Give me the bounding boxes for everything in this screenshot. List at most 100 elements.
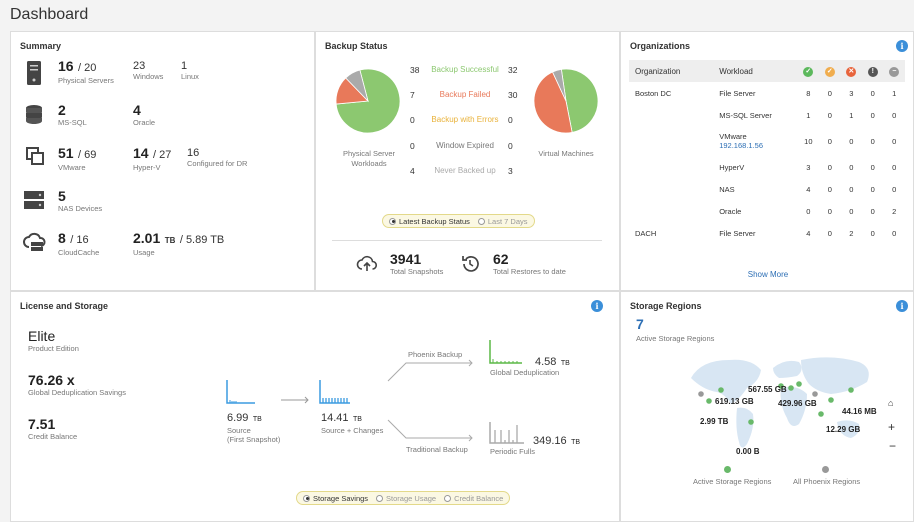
table-row[interactable]: DACH File Server 4 0 2 0 0 bbox=[629, 222, 905, 244]
table-row[interactable]: Boston DC File Server 8 0 3 0 1 bbox=[629, 82, 905, 104]
status-count[interactable]: 0 bbox=[827, 206, 832, 216]
pie-slice[interactable] bbox=[551, 68, 567, 102]
region-marker[interactable] bbox=[748, 419, 754, 425]
region-marker[interactable] bbox=[788, 385, 794, 391]
status-right-count: 32 bbox=[508, 65, 518, 75]
status-right-count: 0 bbox=[508, 141, 513, 151]
latest-backup-status-radio[interactable]: Latest Backup Status bbox=[389, 217, 470, 226]
virtual-machines-pie[interactable] bbox=[533, 68, 599, 134]
status-count[interactable]: 1 bbox=[892, 88, 897, 98]
org-name[interactable]: DACH bbox=[635, 228, 657, 238]
server-icon bbox=[27, 61, 41, 85]
status-count[interactable]: 0 bbox=[870, 228, 875, 238]
status-count[interactable]: 0 bbox=[870, 88, 875, 98]
org-name[interactable]: Boston DC bbox=[635, 88, 672, 98]
region-marker[interactable] bbox=[718, 387, 724, 393]
status-count[interactable]: 0 bbox=[806, 206, 811, 216]
summary-title: Summary bbox=[20, 41, 62, 51]
status-count[interactable]: 1 bbox=[806, 110, 811, 120]
status-count[interactable]: 0 bbox=[892, 184, 897, 194]
status-count[interactable]: 4 bbox=[806, 184, 811, 194]
workload-ip-link[interactable]: 192.168.1.56 bbox=[719, 141, 763, 150]
status-count[interactable]: 0 bbox=[827, 228, 832, 238]
region-marker[interactable] bbox=[848, 387, 854, 393]
all-regions-legend: All Phoenix Regions bbox=[793, 477, 861, 486]
status-count[interactable]: 0 bbox=[870, 136, 875, 146]
credit-balance-radio[interactable]: Credit Balance bbox=[444, 494, 503, 503]
periodic-fulls-label: Periodic Fulls bbox=[490, 447, 536, 456]
physical-server-pie-label: Physical Server Workloads bbox=[342, 149, 396, 168]
status-count[interactable]: 0 bbox=[870, 184, 875, 194]
status-count[interactable]: 0 bbox=[849, 184, 854, 194]
status-count[interactable]: 0 bbox=[849, 206, 854, 216]
region-marker[interactable] bbox=[818, 411, 824, 417]
status-count[interactable]: 0 bbox=[849, 162, 854, 172]
status-count[interactable]: 2 bbox=[849, 228, 854, 238]
status-count[interactable]: 1 bbox=[849, 110, 854, 120]
status-count[interactable]: 0 bbox=[892, 110, 897, 120]
workload-cell: VMware 192.168.1.56 bbox=[719, 126, 797, 156]
status-count[interactable]: 8 bbox=[806, 88, 811, 98]
status-count[interactable]: 0 bbox=[870, 206, 875, 216]
region-marker[interactable] bbox=[706, 398, 712, 404]
success-status-icon: ✓ bbox=[803, 66, 814, 77]
org-name[interactable] bbox=[629, 200, 719, 222]
org-name[interactable] bbox=[629, 126, 719, 156]
pie-slice[interactable] bbox=[560, 68, 599, 133]
status-count[interactable]: 0 bbox=[870, 110, 875, 120]
org-name[interactable] bbox=[629, 104, 719, 126]
map-home-icon[interactable]: ⌂ bbox=[888, 398, 894, 408]
storage-savings-radio[interactable]: Storage Savings bbox=[303, 494, 368, 503]
region-marker[interactable] bbox=[778, 383, 784, 389]
global-dedup-value: 4.58 TB bbox=[535, 356, 570, 368]
status-count[interactable]: 0 bbox=[849, 136, 854, 146]
periodic-fulls-value: 349.16 TB bbox=[533, 435, 581, 447]
history-icon bbox=[462, 256, 479, 272]
region-marker[interactable] bbox=[796, 381, 802, 387]
org-name[interactable] bbox=[629, 156, 719, 178]
total-restores-stat: 62 Total Restores to date bbox=[493, 251, 566, 276]
show-more-link[interactable]: Show More bbox=[747, 270, 789, 279]
status-count[interactable]: 0 bbox=[892, 162, 897, 172]
status-count[interactable]: 2 bbox=[892, 206, 897, 216]
status-count[interactable]: 3 bbox=[806, 162, 811, 172]
status-count[interactable]: 4 bbox=[806, 228, 811, 238]
table-row[interactable]: Oracle 0 0 0 0 2 bbox=[629, 200, 905, 222]
region-size-label: 12.29 GB bbox=[826, 425, 861, 434]
status-count[interactable]: 0 bbox=[892, 136, 897, 146]
table-row[interactable]: HyperV 3 0 0 0 0 bbox=[629, 156, 905, 178]
region-marker[interactable] bbox=[812, 391, 818, 397]
world-map[interactable] bbox=[681, 348, 881, 460]
region-marker[interactable] bbox=[698, 391, 704, 397]
status-label: Backup with Errors bbox=[431, 115, 499, 124]
workload-cell: HyperV bbox=[719, 162, 745, 172]
map-zoom-out-icon[interactable]: − bbox=[889, 439, 897, 453]
storage-usage-radio[interactable]: Storage Usage bbox=[376, 494, 436, 503]
status-count[interactable]: 0 bbox=[827, 184, 832, 194]
table-row[interactable]: VMware 192.168.1.56 10 0 0 0 0 bbox=[629, 126, 905, 156]
workload-cell: File Server bbox=[719, 228, 756, 238]
table-row[interactable]: MS-SQL Server 1 0 1 0 0 bbox=[629, 104, 905, 126]
source-stat: 6.99 TB Source (First Snapshot) bbox=[227, 412, 281, 444]
regions-info-icon[interactable]: i bbox=[896, 300, 908, 312]
status-count[interactable]: 3 bbox=[849, 88, 854, 98]
license-info-icon[interactable]: i bbox=[591, 300, 603, 312]
status-count[interactable]: 0 bbox=[827, 162, 832, 172]
organizations-info-icon[interactable]: i bbox=[896, 40, 908, 52]
pie-slice[interactable] bbox=[533, 71, 573, 134]
status-count[interactable]: 0 bbox=[870, 162, 875, 172]
org-name[interactable] bbox=[629, 178, 719, 200]
status-count[interactable]: 0 bbox=[827, 110, 832, 120]
table-row[interactable]: NAS 4 0 0 0 0 bbox=[629, 178, 905, 200]
status-count[interactable]: 10 bbox=[804, 136, 813, 146]
pie-slice[interactable] bbox=[345, 69, 369, 103]
status-count[interactable]: 0 bbox=[827, 136, 832, 146]
region-marker[interactable] bbox=[828, 397, 834, 403]
last-7-days-radio[interactable]: Last 7 Days bbox=[477, 217, 528, 226]
map-zoom-in-icon[interactable]: + bbox=[888, 420, 896, 434]
status-count[interactable]: 0 bbox=[892, 228, 897, 238]
status-count[interactable]: 0 bbox=[827, 88, 832, 98]
page-title: Dashboard bbox=[10, 6, 89, 23]
status-label: Window Expired bbox=[436, 141, 494, 150]
physical-server-pie[interactable] bbox=[335, 68, 401, 134]
